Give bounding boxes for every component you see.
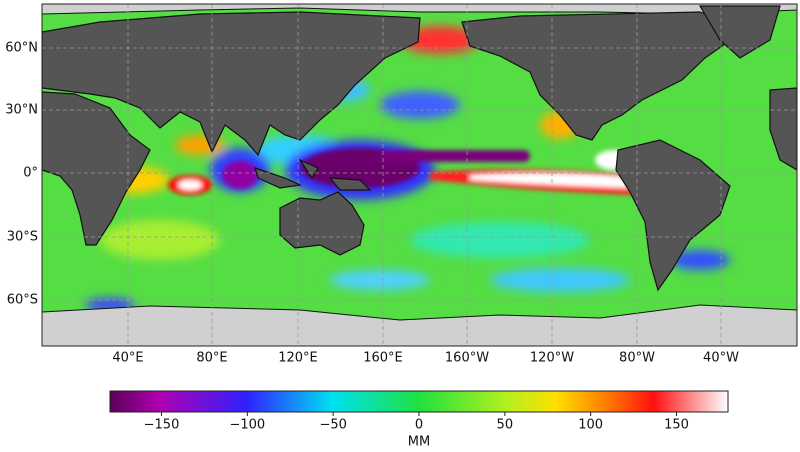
- map-frame: [41, 3, 798, 347]
- lon-label: 160°E: [363, 351, 403, 366]
- lon-labels: 40°E 80°E 120°E 160°E 160°W 120°W 80°W 4…: [112, 351, 739, 366]
- lon-label: 160°W: [445, 351, 489, 366]
- lon-label: 80°E: [196, 351, 227, 366]
- colorbar-tick-label: 150: [664, 418, 689, 433]
- lon-label: 80°W: [619, 351, 655, 366]
- greenland: [698, 5, 781, 59]
- lat-label: 30°S: [7, 230, 38, 245]
- colorbar-tick-label: −50: [319, 418, 346, 433]
- colorbar-tick-label: −150: [144, 418, 180, 433]
- lat-label: 60°N: [5, 41, 38, 56]
- colorbar-tick-label: 0: [415, 418, 423, 433]
- graticule: [42, 4, 797, 346]
- colorbar-tick-label: −100: [229, 418, 265, 433]
- colorbar-label: MM: [408, 435, 430, 450]
- anomaly-core: [168, 148, 640, 195]
- south-america: [615, 139, 731, 292]
- colorbar-scale: [109, 390, 729, 413]
- map: [42, 4, 797, 346]
- arctic: [42, 4, 797, 15]
- colorbar-tick-label: 100: [578, 418, 603, 433]
- antarctica: [42, 304, 797, 346]
- lat-label: 30°N: [5, 103, 38, 118]
- lon-label: 40°E: [112, 351, 143, 366]
- lon-label: 40°W: [703, 351, 739, 366]
- lat-label: 60°S: [7, 293, 38, 308]
- australia: [279, 191, 365, 256]
- colorbar: MM −150 −100 −50 0 50 100 150: [109, 390, 729, 450]
- colorbar-tick-label: 50: [497, 418, 514, 433]
- lat-labels: 60°N 30°N 0° 30°S 60°S: [5, 41, 38, 308]
- lon-label: 120°W: [530, 351, 574, 366]
- africa-east-edge: [769, 87, 797, 171]
- lon-label: 120°E: [278, 351, 318, 366]
- africa: [42, 91, 151, 246]
- lat-label: 0°: [23, 166, 38, 181]
